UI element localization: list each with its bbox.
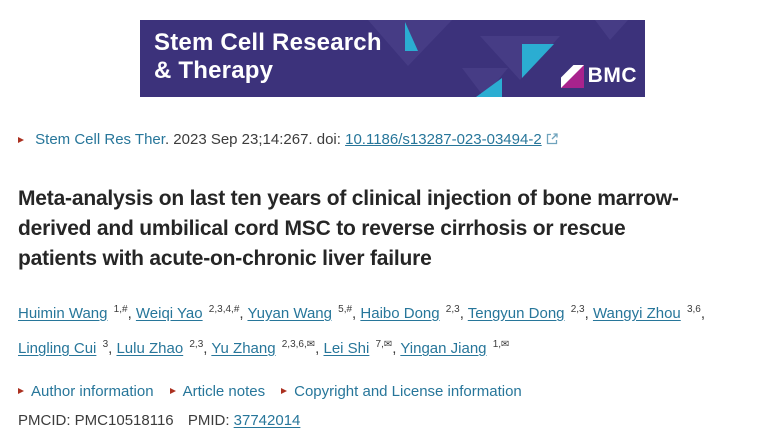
author-affiliation-sup-with-envelope-icon: 2,3,6,✉ xyxy=(281,339,316,350)
journal-banner: Stem Cell Research & Therapy BMC xyxy=(140,20,645,97)
journal-link[interactable]: Stem Cell Res Ther xyxy=(35,131,165,148)
author-link[interactable]: Tengyun Dong xyxy=(467,305,565,322)
bullet-triangle-icon xyxy=(169,388,176,394)
bmc-logo-text: BMC xyxy=(587,64,637,87)
article-info-links: Author information Article notes Copyrig… xyxy=(18,382,746,402)
bmc-logo-mark-icon xyxy=(560,64,584,88)
article-notes-link[interactable]: Article notes xyxy=(169,382,265,402)
banner-triangles-decoration xyxy=(368,20,628,97)
author-affiliation-sup-with-envelope-icon: 1,✉ xyxy=(492,339,510,350)
article-header-content: Stem Cell Res Ther. 2023 Sep 23;14:267. … xyxy=(18,122,746,431)
article-title-line3: patients with acute-on-chronic liver fai… xyxy=(18,247,432,270)
pmcid-value: PMC10518116 xyxy=(74,412,174,429)
author-link[interactable]: Lei Shi xyxy=(323,340,370,357)
author-affiliation-sup: 3,6 xyxy=(686,304,701,315)
pmcid-label: PMCID: xyxy=(18,412,71,429)
author-affiliation-sup: 2,3 xyxy=(189,339,204,350)
article-title: Meta-analysis on last ten years of clini… xyxy=(18,184,746,274)
external-link-icon[interactable] xyxy=(545,132,559,146)
pmid-link[interactable]: 37742014 xyxy=(233,412,301,429)
author-affiliation-sup: 5,# xyxy=(338,304,353,315)
author-link[interactable]: Wangyi Zhou xyxy=(592,305,681,322)
article-ids-row: PMCID: PMC10518116 PMID: 37742014 xyxy=(18,411,746,431)
bullet-triangle-icon xyxy=(18,388,24,394)
author-link[interactable]: Yuyan Wang xyxy=(247,305,332,322)
journal-title-line1: Stem Cell Research xyxy=(154,29,382,56)
author-affiliation-sup: 2,3 xyxy=(445,304,460,315)
copyright-license-link[interactable]: Copyright and License information xyxy=(281,382,522,402)
author-affiliation-sup: 1,# xyxy=(113,304,128,315)
bullet-triangle-icon xyxy=(18,137,24,143)
author-link[interactable]: Huimin Wang xyxy=(18,305,108,322)
pmid-label: PMID: xyxy=(187,412,230,429)
journal-banner-title: Stem Cell Research & Therapy xyxy=(154,29,382,85)
author-affiliation-sup: 3 xyxy=(102,339,109,350)
author-link[interactable]: Yingan Jiang xyxy=(400,340,487,357)
bullet-triangle-icon xyxy=(281,388,288,394)
doi-link[interactable]: 10.1186/s13287-023-03494-2 xyxy=(345,131,542,148)
journal-title-line2: & Therapy xyxy=(154,57,274,84)
author-link[interactable]: Yu Zhang xyxy=(211,340,276,357)
article-title-line2: derived and umbilical cord MSC to revers… xyxy=(18,217,626,240)
author-link[interactable]: Haibo Dong xyxy=(360,305,440,322)
author-information-link[interactable]: Author information xyxy=(18,382,154,402)
article-title-line1: Meta-analysis on last ten years of clini… xyxy=(18,187,679,210)
author-list: Huimin Wang 1,#, Weiqi Yao 2,3,4,#, Yuya… xyxy=(18,304,706,357)
author-link[interactable]: Lingling Cui xyxy=(18,340,97,357)
citation-meta: . 2023 Sep 23;14:267. doi: xyxy=(164,131,346,148)
author-link[interactable]: Weiqi Yao xyxy=(135,305,203,322)
author-affiliation-sup: 2,3,4,# xyxy=(208,304,240,315)
citation-line: Stem Cell Res Ther. 2023 Sep 23;14:267. … xyxy=(18,130,746,150)
bmc-logo: BMC xyxy=(560,64,637,88)
author-link[interactable]: Lulu Zhao xyxy=(116,340,184,357)
author-affiliation-sup-with-envelope-icon: 7,✉ xyxy=(375,339,393,350)
author-affiliation-sup: 2,3 xyxy=(570,304,585,315)
